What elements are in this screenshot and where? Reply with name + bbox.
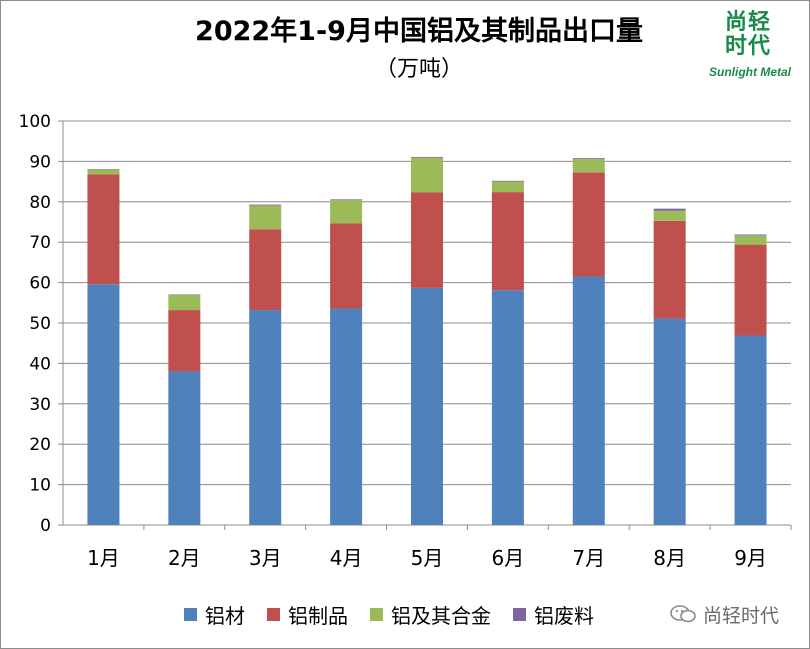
legend-swatch (184, 607, 197, 621)
bar-segment (87, 284, 120, 525)
bar-segment (249, 204, 282, 206)
logo-mark: 尚轻时代 (724, 10, 771, 59)
bar-segment (330, 223, 363, 309)
bar-segment (87, 174, 120, 285)
wechat-icon (670, 605, 696, 623)
bar-segment (653, 208, 686, 211)
y-tick-label: 20 (29, 435, 51, 455)
logo-wordmark: Sunlight Metal (709, 65, 791, 79)
x-tick-label: 5月 (411, 546, 444, 570)
x-tick-label: 4月 (330, 546, 363, 570)
stacked-bar-chart: 0 10 20 30 40 50 60 70 80 90 100 1月 2月 3月 4月 5月 6月 7月 8月 9月 (19, 112, 792, 570)
x-tick-label: 1月 (87, 546, 120, 570)
bar-segment (411, 156, 443, 158)
y-tick-label: 60 (29, 274, 51, 294)
sunlight-metal-logo: 尚轻时代 Sunlight Metal (696, 11, 804, 83)
bar-segment (330, 308, 363, 525)
x-tick-label: 2月 (168, 546, 201, 570)
watermark-text: 尚轻时代 (703, 604, 780, 627)
legend-item: 铝及其合金 (370, 600, 491, 629)
bar-segment (330, 199, 363, 201)
bar-segment (168, 310, 201, 372)
bar-segment (87, 169, 120, 175)
bar-segment (572, 276, 605, 525)
y-tick-label: 40 (29, 354, 51, 374)
bar-segment (411, 157, 443, 193)
x-tick-label: 8月 (653, 546, 686, 570)
x-tick-label: 7月 (572, 546, 605, 570)
legend-label: 铝及其合金 (391, 603, 491, 628)
legend-swatch (370, 607, 383, 621)
chart-subtitle: （万吨） (374, 57, 463, 82)
bar-segment (734, 234, 767, 236)
bar-segment (572, 172, 605, 277)
bar-segment (249, 310, 282, 525)
bar-segment (168, 371, 201, 525)
legend-item: 铝制品 (267, 600, 348, 629)
legend-item: 铝材 (184, 600, 245, 629)
legend-label: 铝材 (205, 603, 245, 628)
y-tick-label: 100 (19, 112, 51, 132)
x-tick-label: 6月 (492, 546, 525, 570)
bar-segment (491, 290, 524, 525)
bar-segment (411, 192, 443, 288)
bar-segment (249, 205, 282, 230)
bar-segment (491, 181, 524, 193)
legend-swatch (513, 607, 526, 621)
y-tick-label: 70 (29, 233, 51, 253)
bar-segment (653, 318, 686, 525)
bar-segment (491, 180, 524, 182)
y-tick-label: 90 (29, 152, 51, 172)
legend-swatch (267, 607, 280, 621)
bar-segment (734, 244, 767, 336)
legend-label: 铝废料 (534, 603, 594, 628)
x-tick-label: 3月 (249, 546, 282, 570)
y-tick-label: 80 (29, 193, 51, 213)
bar-segment (734, 235, 767, 245)
chart-legend: 铝材 铝制品 铝及其合金 铝废料 (184, 600, 594, 629)
bar-segment (653, 220, 686, 319)
legend-label: 铝制品 (288, 603, 348, 628)
y-tick-label: 0 (40, 516, 51, 536)
bar-segment (653, 210, 686, 221)
bar-segment (572, 158, 605, 159)
legend-item: 铝废料 (513, 600, 594, 629)
bar-segment (330, 200, 363, 224)
bar-segment (249, 229, 282, 311)
y-tick-label: 10 (29, 476, 51, 496)
bar-segment (411, 287, 443, 525)
chart-title: 2022年1-9月中国铝及其制品出口量 (195, 16, 643, 47)
y-tick-label: 30 (29, 395, 51, 415)
bar-segment (168, 294, 201, 311)
wechat-watermark: 尚轻时代 (669, 601, 779, 627)
bar-segment (491, 192, 524, 291)
y-tick-label: 50 (29, 314, 51, 334)
x-tick-label: 9月 (734, 546, 767, 570)
bar-segment (734, 335, 767, 525)
bar-segment (572, 158, 605, 173)
